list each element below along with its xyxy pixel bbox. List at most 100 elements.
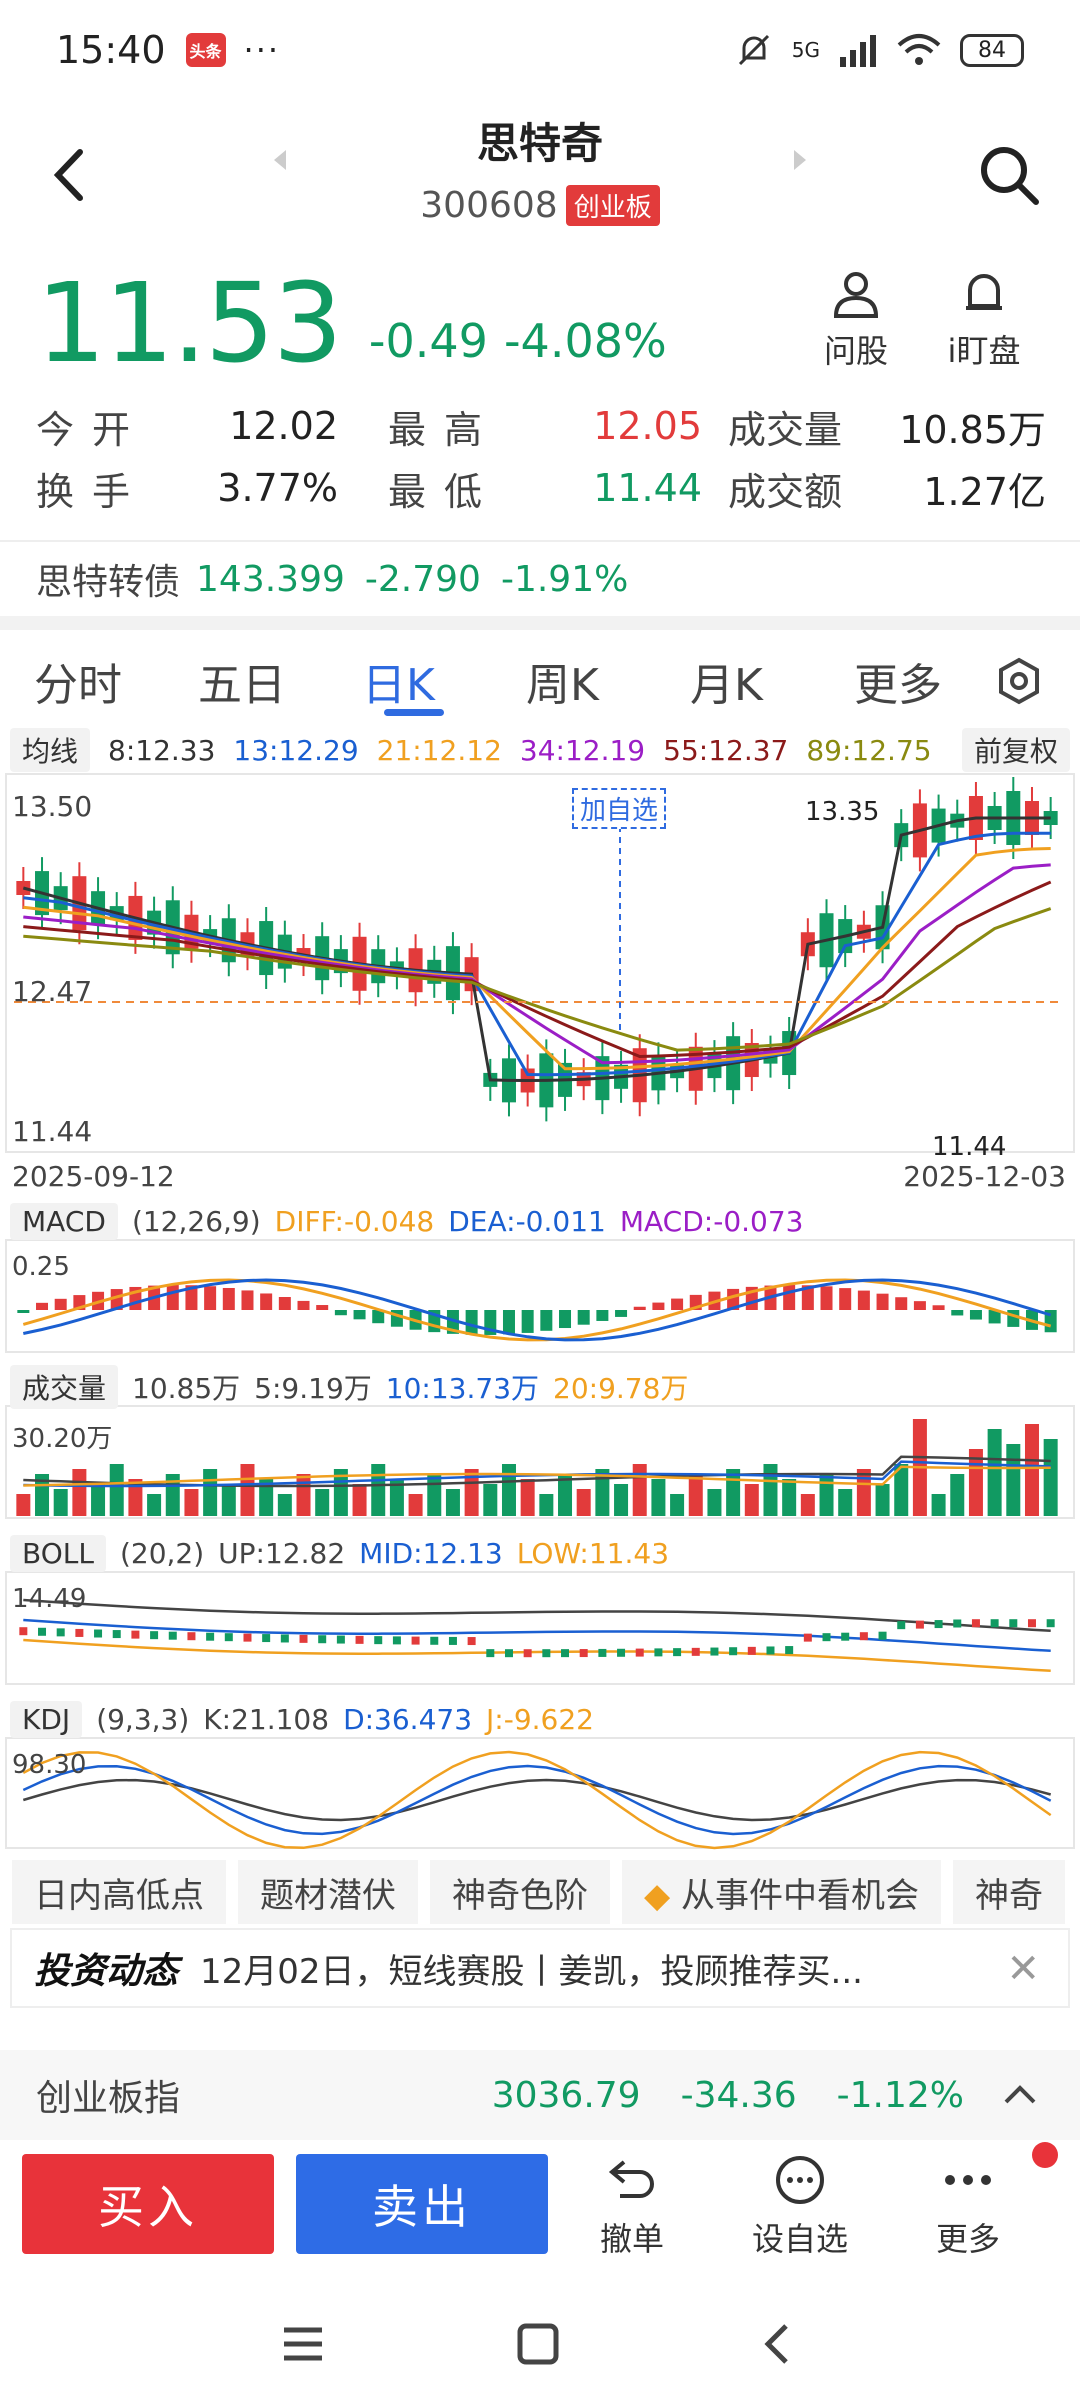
volume-bar xyxy=(875,1484,890,1516)
search-icon[interactable] xyxy=(974,140,1044,210)
boll-candle xyxy=(206,1632,215,1641)
volume-value: 10.85万 xyxy=(899,407,1046,452)
ma34-value: 34:12.19 xyxy=(519,733,646,767)
boll-candle xyxy=(224,1633,233,1642)
feature-color-scale[interactable]: 神奇色阶 xyxy=(430,1860,610,1924)
add-watchlist-button[interactable]: 设自选 xyxy=(730,2152,870,2260)
feature-intraday-hl[interactable]: 日内高低点 xyxy=(12,1860,226,1924)
volume-bar xyxy=(744,1484,759,1516)
boll-candle xyxy=(430,1636,439,1645)
wifi-icon xyxy=(897,34,941,65)
tab-monthly-k[interactable]: 月K xyxy=(690,660,763,711)
buy-button[interactable]: 买入 xyxy=(22,2154,274,2254)
cancel-order-button[interactable]: 撤单 xyxy=(562,2152,702,2260)
status-dots: ··· xyxy=(243,31,281,69)
open-value: 12.02 xyxy=(229,404,338,448)
tab-five-day[interactable]: 五日 xyxy=(198,660,286,711)
boll-candle xyxy=(19,1627,28,1636)
boll-candle xyxy=(131,1630,140,1639)
tab-daily-k[interactable]: 日K xyxy=(362,649,526,716)
app-badge-icon: 头条 xyxy=(185,33,226,67)
convertible-bond-row[interactable]: 思特转债 143.399 -2.790 -1.91% xyxy=(0,540,1080,616)
kdj-top: 98.30 xyxy=(12,1750,87,1780)
vol-value: 10.85万 xyxy=(132,1372,241,1405)
more-button[interactable]: 更多 xyxy=(898,2152,1038,2260)
high-mark: 13.35 xyxy=(805,797,880,827)
volume-bar xyxy=(203,1469,218,1516)
stats-table: 今开 12.02 最高 12.05 成交量 10.85万 换手 3.77% 最低… xyxy=(36,395,1046,519)
volume-bar xyxy=(819,1474,834,1516)
ask-stock-label: 问股 xyxy=(823,332,888,370)
volume-bar xyxy=(296,1474,311,1516)
tab-intraday[interactable]: 分时 xyxy=(34,660,122,711)
macd-bar xyxy=(334,1310,347,1316)
volume-bar xyxy=(483,1484,498,1516)
macd-bar xyxy=(783,1285,796,1310)
low-mark: 11.44 xyxy=(932,1132,1007,1162)
kline-chart[interactable] xyxy=(0,0,1080,1860)
gear-icon[interactable] xyxy=(994,656,1044,706)
boll-mid: MID:12.13 xyxy=(359,1536,503,1570)
volume-bar xyxy=(782,1479,797,1516)
user-icon xyxy=(833,272,879,318)
volume-selector[interactable]: 成交量 xyxy=(10,1365,119,1409)
index-change: -34.36 xyxy=(680,2074,797,2116)
boll-line xyxy=(23,1638,1051,1673)
kline-tabs: 分时 五日 日K 周K 月K 更多 xyxy=(0,636,1080,726)
tab-weekly-k[interactable]: 周K xyxy=(526,660,599,711)
back-icon[interactable] xyxy=(40,140,100,210)
volume-bar xyxy=(968,1449,983,1516)
feature-theme[interactable]: 题材潜伏 xyxy=(238,1860,418,1924)
moving-average-line xyxy=(23,863,1051,1065)
notification-dot xyxy=(1032,2142,1058,2168)
next-stock-icon[interactable] xyxy=(794,150,806,170)
chart-panel-frame xyxy=(5,1571,1075,1685)
moving-average-line xyxy=(23,880,1052,1059)
ask-stock-button[interactable]: 问股 xyxy=(796,268,916,372)
close-icon[interactable]: ✕ xyxy=(1006,1946,1040,1992)
sell-button[interactable]: 卖出 xyxy=(296,2154,548,2254)
macd-bar xyxy=(36,1302,49,1310)
volume-bar xyxy=(352,1484,367,1516)
boll-candle xyxy=(150,1631,159,1640)
macd-bar xyxy=(278,1297,291,1310)
kdj-selector[interactable]: KDJ xyxy=(10,1700,83,1738)
nav-back-icon[interactable] xyxy=(764,2324,788,2364)
feature-more[interactable]: 神奇 xyxy=(952,1860,1065,1924)
stock-name: 思特奇 xyxy=(476,119,603,168)
section-divider xyxy=(0,616,1080,630)
volume-bar xyxy=(931,1494,946,1516)
home-icon[interactable] xyxy=(517,2323,559,2365)
adjust-selector[interactable]: 前复权 xyxy=(961,728,1070,772)
boll-candle xyxy=(841,1632,850,1641)
macd-bar xyxy=(241,1290,254,1310)
macd-bar xyxy=(652,1302,665,1310)
tab-more[interactable]: 更多 xyxy=(854,660,942,711)
macd-selector[interactable]: MACD xyxy=(10,1202,118,1240)
macd-dea: DEA:-0.011 xyxy=(448,1204,606,1238)
boll-candle xyxy=(280,1634,289,1643)
macd-bar xyxy=(446,1310,459,1334)
macd-bar xyxy=(801,1285,814,1310)
main-y-bottom: 11.44 xyxy=(12,1115,93,1148)
volume-bar xyxy=(688,1474,703,1516)
ma21-value: 21:12.12 xyxy=(376,733,502,767)
volume-bar xyxy=(707,1489,722,1516)
boll-selector[interactable]: BOLL xyxy=(10,1534,106,1572)
add-watch-tag[interactable]: 加自选 xyxy=(572,788,667,829)
index-bar[interactable]: 创业板指 3036.79 -34.36 -1.12% xyxy=(0,2050,1080,2140)
signal-icon xyxy=(840,35,876,67)
ma8-value: 8:12.33 xyxy=(108,733,216,767)
bond-price: 143.399 xyxy=(196,558,345,600)
ma-selector[interactable]: 均线 xyxy=(10,728,91,772)
menu-icon[interactable] xyxy=(284,2327,322,2361)
volume-bar xyxy=(464,1469,479,1516)
feature-events[interactable]: ◆ 从事件中看机会 xyxy=(622,1860,941,1924)
macd-bar xyxy=(876,1293,889,1310)
watch-button[interactable]: i盯盘 xyxy=(924,268,1044,372)
caret-up-icon[interactable] xyxy=(1000,2076,1040,2112)
news-banner[interactable]: 投资动态 12月02日，短线赛股丨姜凯，投顾推荐买... ✕ xyxy=(10,1928,1070,2008)
volume-bar xyxy=(501,1464,516,1516)
boll-candle xyxy=(542,1649,551,1658)
prev-stock-icon[interactable] xyxy=(274,150,286,170)
